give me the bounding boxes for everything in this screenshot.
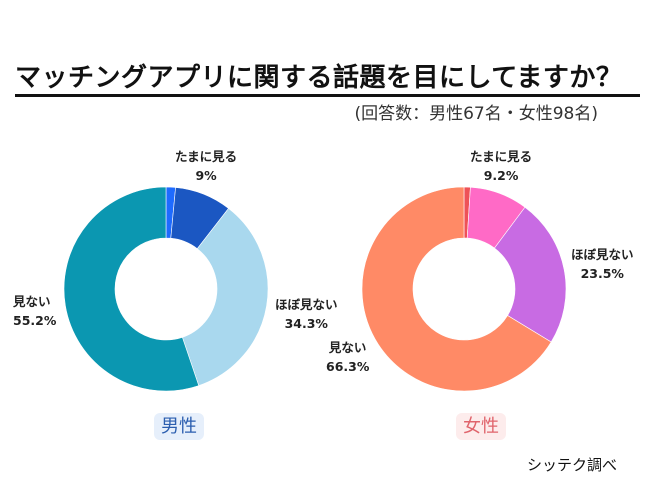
male-label-minai-name: 見ない <box>13 294 51 309</box>
female-label-minai-name: 見ない <box>328 340 367 355</box>
source-credit: シッテク調べ <box>526 456 617 474</box>
male-label-minai: 見ない 55.2% <box>13 292 56 330</box>
male-label-minai-value: 55.2% <box>13 313 57 328</box>
male-label-hobo-name: ほぼ見ない <box>275 297 338 312</box>
male-label-tamani-value: 9% <box>195 168 217 183</box>
male-label-tamani-name: たまに見る <box>175 149 238 164</box>
female-badge: 女性 <box>456 413 506 440</box>
female-label-hobo-name: ほぼ見ない <box>571 247 634 262</box>
female-label-minai-value: 66.3% <box>326 359 370 374</box>
title-underline <box>15 94 640 97</box>
male-label-hobo-value: 34.3% <box>284 316 328 331</box>
female-label-tamani-value: 9.2% <box>483 168 519 183</box>
male-slice-minai <box>63 186 200 392</box>
female-slice-minai <box>361 186 552 392</box>
chart-title: マッチングアプリに関する話題を目にしてますか？ <box>15 63 623 93</box>
chart-subtitle: (回答数：男性67名・女性98名) <box>354 104 598 124</box>
male-label-tamani: たまに見る 9% <box>175 147 237 185</box>
male-label-hobo: ほぼ見ない 34.3% <box>275 295 338 333</box>
female-label-tamani-name: たまに見る <box>470 149 533 164</box>
female-label-minai: 見ない 66.3% <box>326 338 369 376</box>
male-slice-hobo <box>181 207 269 386</box>
male-badge: 男性 <box>154 413 204 440</box>
female-slice-hobo <box>494 206 567 343</box>
female-label-hobo: ほぼ見ない 23.5% <box>571 245 634 283</box>
donut-male <box>63 186 269 392</box>
donut-female <box>361 186 567 392</box>
female-label-hobo-value: 23.5% <box>580 266 624 281</box>
female-label-tamani: たまに見る 9.2% <box>470 147 532 185</box>
